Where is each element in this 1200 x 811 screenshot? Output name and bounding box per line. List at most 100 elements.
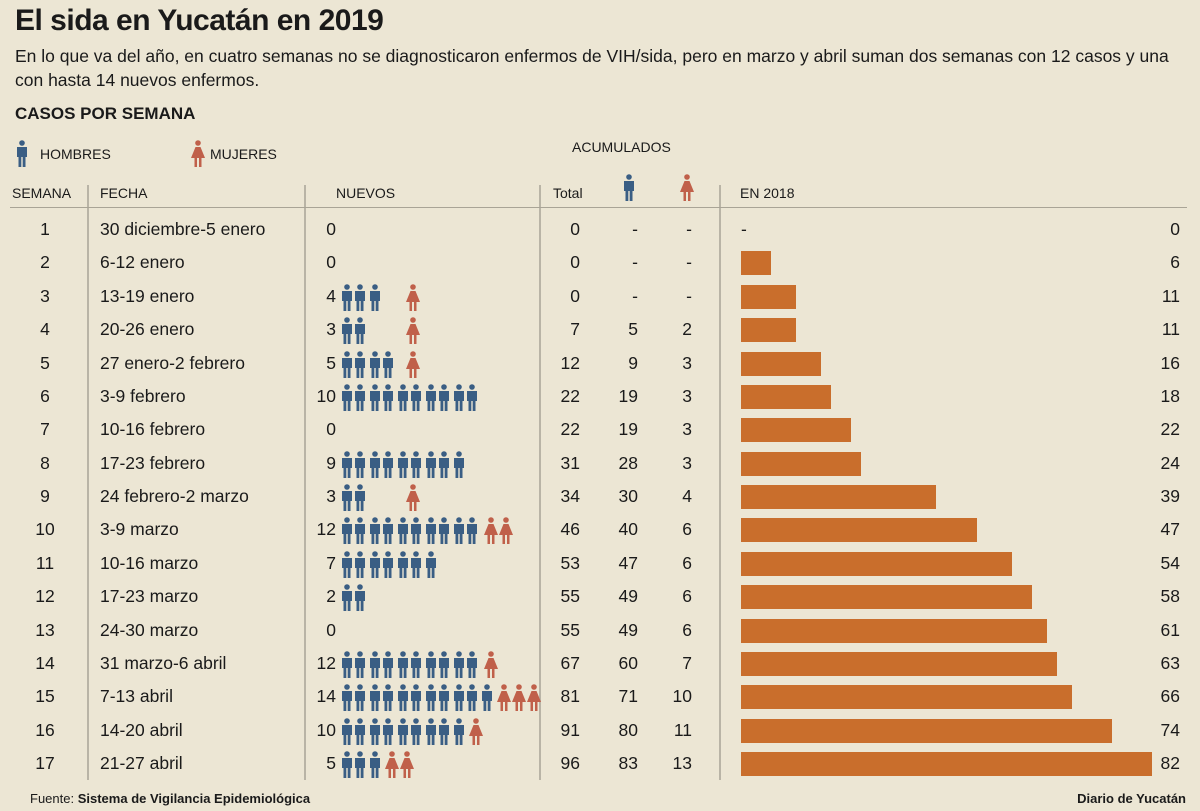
woman-icon (405, 484, 421, 516)
bar-2018 (741, 685, 1072, 710)
cell-women-accum: 13 (672, 753, 692, 773)
man-icon (382, 517, 394, 549)
woman-icon (405, 317, 421, 349)
bar-2018 (741, 284, 797, 309)
man-icon (341, 584, 353, 616)
cell-women-accum: 6 (682, 586, 692, 607)
header-acumulados: ACUMULADOS (572, 139, 671, 155)
man-icon (354, 317, 366, 349)
man-icon (425, 550, 437, 583)
cell-2018-value: 16 (1160, 352, 1180, 373)
bar-2018 (741, 718, 1112, 743)
cell-men-accum: 49 (618, 586, 638, 607)
cell-total: 34 (560, 486, 580, 506)
cell-fecha: 13-19 enero (100, 285, 195, 306)
cell-semana: 5 (40, 352, 50, 373)
man-icon (438, 517, 450, 549)
cell-men-accum: 80 (618, 719, 638, 740)
cell-semana: 14 (35, 652, 55, 673)
man-icon (438, 450, 450, 483)
cell-2018-value: 63 (1160, 652, 1180, 673)
man-icon (341, 283, 353, 316)
bar-2018 (741, 251, 772, 276)
bar-2018 (741, 318, 797, 343)
woman-icon (483, 517, 499, 549)
man-icon (410, 651, 422, 683)
cell-men-accum: 30 (618, 486, 638, 506)
woman-icon (468, 717, 484, 750)
cell-total: 7 (570, 319, 580, 340)
man-icon (453, 651, 465, 683)
man-icon (382, 350, 394, 383)
cell-men-accum: 47 (618, 552, 638, 573)
man-icon (382, 550, 394, 583)
man-icon (354, 350, 366, 383)
cell-nuevos: 3 (326, 486, 336, 506)
man-icon (369, 550, 381, 583)
man-icon (382, 450, 394, 483)
source-label: Fuente: (30, 791, 75, 806)
man-icon (397, 450, 409, 483)
cell-women-accum: 4 (682, 486, 692, 506)
cell-fecha: 24 febrero-2 marzo (100, 486, 249, 506)
cell-2018-value: 61 (1160, 619, 1180, 640)
cell-2018-value: 54 (1160, 552, 1180, 573)
cell-nuevos: 4 (326, 285, 336, 306)
man-icon (369, 350, 381, 383)
cell-semana: 8 (40, 452, 50, 473)
cell-semana: 13 (35, 619, 55, 640)
woman-icon (526, 684, 542, 716)
cell-fecha: 7-13 abril (100, 686, 173, 707)
header-semana: SEMANA (12, 185, 72, 201)
cell-nuevos: 12 (316, 519, 336, 540)
cell-semana: 9 (40, 486, 50, 506)
cell-women-accum: 2 (682, 319, 692, 340)
cell-fecha: 3-9 marzo (100, 519, 179, 540)
bar-2018 (741, 485, 937, 509)
cell-semana: 4 (40, 319, 50, 340)
man-icon (369, 384, 381, 416)
cell-men-accum: 49 (618, 619, 638, 640)
cell-total: 53 (560, 552, 580, 573)
cell-women-accum: 3 (682, 352, 692, 373)
man-icon (397, 651, 409, 683)
man-icon (453, 717, 465, 750)
cell-fecha: 20-26 enero (100, 319, 195, 340)
cell-semana: 3 (40, 285, 50, 306)
man-icon (397, 550, 409, 583)
man-icon (466, 384, 478, 416)
man-icon (369, 717, 381, 750)
cell-2018-value: 24 (1160, 452, 1180, 473)
man-icon (438, 684, 450, 716)
bar-2018 (741, 618, 1047, 643)
header-total: Total (553, 185, 583, 201)
cell-nuevos: 0 (326, 219, 336, 239)
cell-men-accum: - (632, 219, 638, 239)
cell-2018-value: 47 (1160, 519, 1180, 540)
cell-semana: 16 (35, 719, 55, 740)
man-icon (397, 384, 409, 416)
cell-fecha: 6-12 enero (100, 252, 185, 273)
bar-2018 (741, 384, 832, 409)
cell-total: 0 (570, 252, 580, 273)
man-icon (354, 751, 366, 783)
cell-fecha: 24-30 marzo (100, 619, 199, 640)
footer-source: Fuente: Sistema de Vigilancia Epidemioló… (30, 791, 310, 806)
cell-total: 55 (560, 619, 580, 640)
cell-men-accum: - (632, 285, 638, 306)
woman-icon (511, 684, 527, 716)
cell-men-accum: - (632, 252, 638, 273)
woman-icon (498, 517, 514, 549)
cell-semana: 10 (35, 519, 55, 540)
header-nuevos: NUEVOS (336, 185, 396, 201)
cell-total: 12 (560, 352, 580, 373)
cell-nuevos: 5 (326, 352, 336, 373)
man-icon (453, 450, 465, 483)
cell-fecha: 27 enero-2 febrero (100, 352, 245, 373)
cell-2018-value: 18 (1160, 385, 1180, 406)
cell-total: 22 (560, 385, 580, 406)
man-icon (354, 384, 366, 416)
cell-fecha: 30 diciembre-5 enero (100, 219, 266, 239)
bar-2018 (741, 451, 862, 476)
